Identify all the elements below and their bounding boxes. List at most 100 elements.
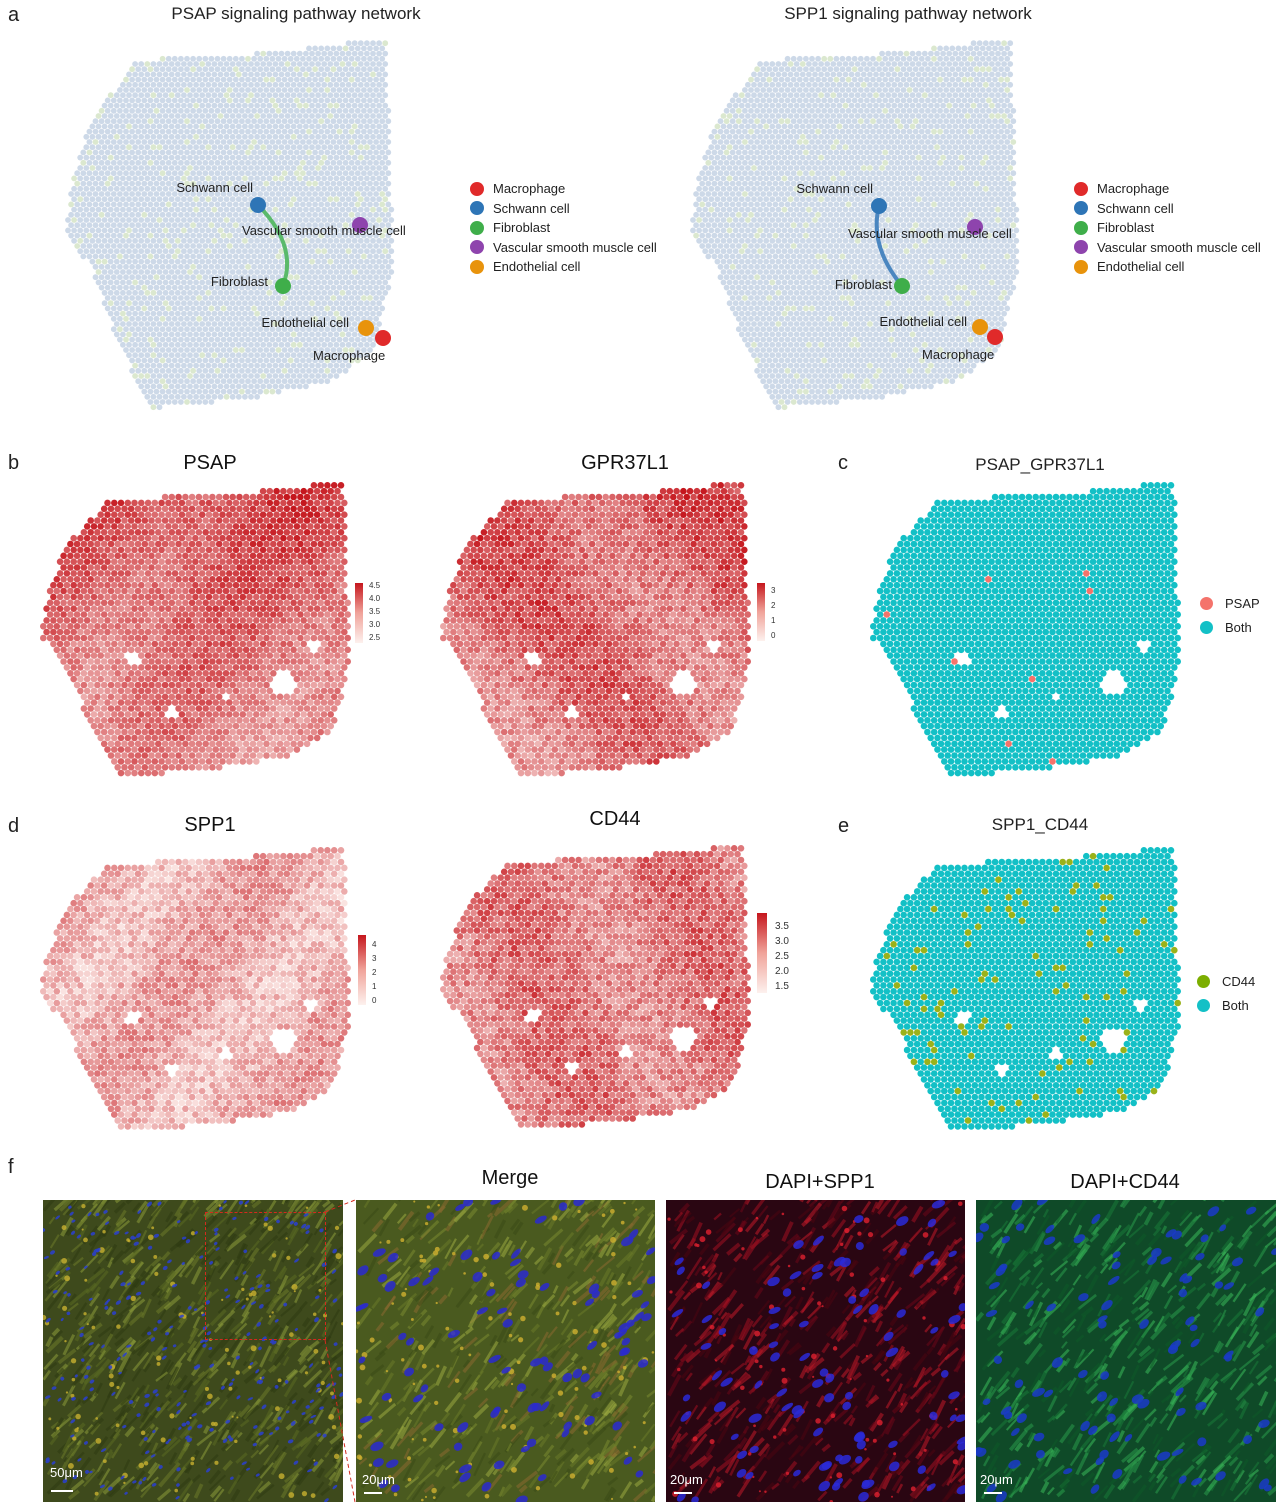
spot (376, 92, 382, 99)
spot (275, 295, 282, 301)
spot (1010, 191, 1017, 197)
spot (159, 315, 166, 322)
spot (178, 66, 184, 73)
spot (986, 66, 992, 73)
spot (226, 263, 233, 270)
spot (864, 191, 870, 197)
spot (229, 258, 236, 265)
spot (260, 300, 267, 307)
spot (193, 102, 200, 109)
spot (348, 347, 355, 353)
spot (211, 269, 218, 275)
spot (851, 159, 858, 166)
spot (790, 232, 797, 239)
spot (373, 201, 379, 208)
spot (921, 165, 928, 171)
spot (199, 341, 206, 348)
spot (961, 191, 968, 197)
spot (888, 232, 895, 239)
spot (989, 217, 995, 223)
spot (257, 253, 264, 260)
spot (336, 45, 343, 52)
spot (80, 243, 87, 249)
spot (86, 180, 93, 187)
spot (120, 154, 126, 161)
spot (86, 159, 93, 166)
spot (171, 263, 178, 270)
spot (348, 87, 355, 93)
spot (769, 196, 776, 203)
spot (318, 367, 325, 374)
spot (98, 170, 105, 177)
spot (952, 102, 959, 109)
spot (842, 227, 849, 234)
spot (998, 222, 1004, 229)
spot (235, 269, 242, 275)
spot (159, 232, 166, 239)
spot (949, 243, 956, 249)
spot (345, 92, 352, 99)
spot (278, 196, 285, 203)
spot (138, 175, 145, 182)
spot (751, 227, 757, 234)
spot (327, 331, 334, 338)
spot (296, 383, 303, 390)
spot (723, 222, 730, 229)
spot (159, 128, 166, 135)
spot (254, 113, 260, 119)
spot (918, 159, 925, 166)
spot (303, 206, 309, 213)
spot (327, 217, 334, 223)
spot (888, 222, 895, 229)
spot (156, 61, 163, 67)
spot (379, 305, 386, 312)
spot (979, 87, 986, 93)
spot (330, 128, 337, 135)
spot (336, 243, 343, 249)
spot (141, 222, 148, 229)
spot (931, 107, 937, 114)
spot (184, 222, 190, 229)
spot (915, 81, 922, 88)
spot (199, 81, 206, 88)
spot (867, 61, 873, 67)
spot (903, 206, 910, 213)
spot (263, 107, 270, 114)
spot (159, 295, 166, 301)
spot (726, 196, 733, 203)
spot (345, 300, 352, 307)
spot (150, 269, 157, 275)
spot (184, 388, 190, 395)
spot (888, 87, 895, 93)
spot (272, 248, 279, 255)
spot (248, 227, 254, 234)
spot (830, 71, 837, 78)
spot (309, 102, 315, 109)
spot (857, 191, 864, 197)
spot (284, 206, 291, 213)
spot (882, 118, 889, 125)
spot (269, 295, 276, 301)
spot (193, 331, 200, 338)
spot (339, 92, 346, 99)
spot (784, 149, 791, 156)
spot (376, 40, 382, 47)
spot (144, 102, 151, 109)
spot (275, 201, 282, 208)
spot (260, 331, 267, 338)
spot (208, 295, 215, 301)
spot (793, 71, 800, 78)
spot (223, 248, 230, 255)
spot (330, 295, 337, 301)
spot (900, 55, 907, 62)
spot (333, 217, 340, 223)
spot (327, 50, 334, 57)
spot (120, 133, 126, 140)
spot (870, 211, 876, 218)
spot (955, 201, 962, 208)
spot (729, 149, 736, 156)
spot (171, 305, 178, 312)
spot (242, 237, 248, 244)
spot (153, 357, 160, 364)
spot (857, 180, 864, 187)
